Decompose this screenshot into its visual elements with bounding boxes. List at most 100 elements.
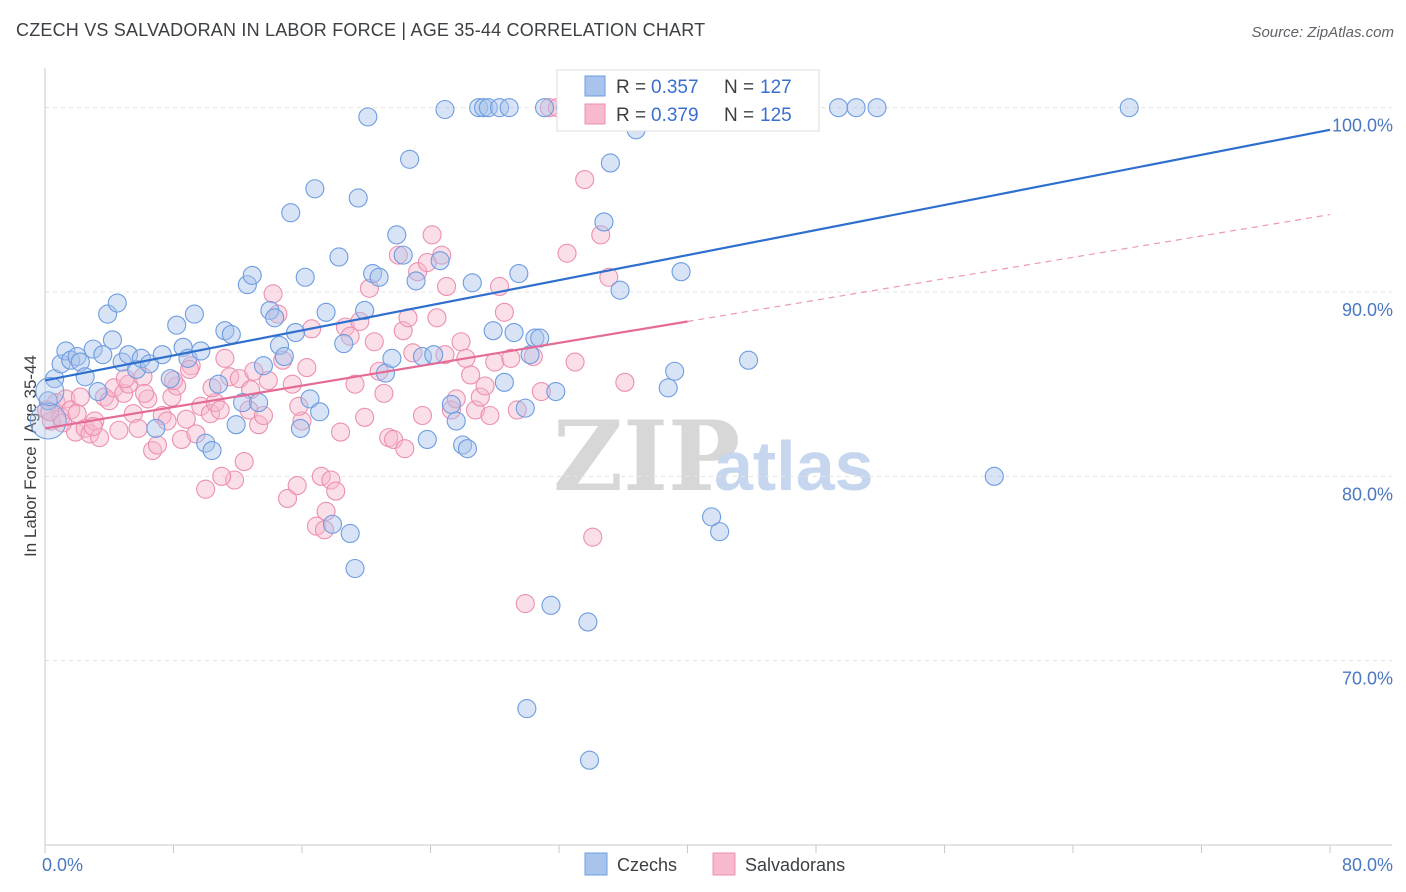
salvadorans-point-84 — [441, 400, 461, 420]
czechs-point-9 — [88, 381, 108, 402]
czechs-r-value: 0.357 — [651, 77, 699, 98]
czechs-point-48 — [310, 402, 330, 422]
salvadorans-r-label: R = — [616, 105, 646, 126]
watermark: ZIP atlas — [553, 400, 874, 513]
czechs-r-label: R = — [616, 77, 646, 98]
salvadorans-point-91 — [475, 376, 495, 396]
czechs-point-103 — [665, 361, 685, 381]
czechs-point-111 — [828, 98, 849, 118]
salvadorans-point-51 — [282, 374, 302, 394]
salvadorans-point-106 — [583, 527, 603, 547]
salvadorans-point-64 — [345, 374, 365, 394]
salvadorans-points — [37, 98, 635, 614]
salvadorans-point-76 — [403, 343, 423, 363]
salvadorans-point-29 — [176, 409, 196, 429]
y-tick-label-3: 70.0% — [1342, 669, 1393, 689]
salvadorans-point-26 — [162, 387, 182, 407]
czechs-point-33 — [233, 393, 253, 413]
czechs-point-68 — [424, 345, 444, 365]
salvadorans-trend-line — [44, 320, 688, 430]
salvadorans-point-78 — [412, 405, 433, 426]
salvadorans-point-68 — [364, 332, 384, 352]
czechs-point-16 — [127, 359, 147, 379]
czechs-point-45 — [295, 267, 315, 287]
czechs-point-75 — [462, 273, 482, 293]
czechs-point-116 — [517, 699, 537, 719]
y-tick-label-1: 90.0% — [1342, 300, 1393, 320]
czechs-point-25 — [184, 304, 204, 324]
salvadorans-point-50 — [277, 488, 298, 508]
salvadorans-point-46 — [258, 370, 278, 391]
salvadorans-point-80 — [422, 225, 442, 245]
czechs-point-64 — [400, 149, 420, 169]
salvadorans-point-44 — [249, 415, 269, 435]
czechs-point-65 — [406, 271, 426, 291]
y-axis-label: In Labor Force | Age 35-44 — [21, 355, 40, 557]
czechs-point-44 — [290, 418, 310, 438]
czechs-point-112 — [846, 98, 866, 118]
salvadorans-point-119 — [212, 466, 232, 486]
czechs-point-34 — [237, 275, 257, 295]
salvadorans-point-39 — [224, 470, 245, 490]
czechs-point-3 — [56, 341, 76, 361]
salvadorans-n-value: 125 — [760, 105, 792, 126]
salvadorans-point-28 — [171, 429, 192, 450]
salvadorans-swatch — [584, 103, 606, 125]
x-tick-label-1: 80.0% — [1342, 855, 1393, 875]
salvadorans-point-123 — [395, 439, 415, 459]
czechs-point-19 — [146, 418, 166, 438]
salvadorans-trend-extension — [687, 213, 1331, 323]
salvadorans-point-100 — [531, 381, 551, 402]
salvadorans-r-value: 0.379 — [651, 105, 699, 126]
czechs-point-32 — [226, 415, 246, 435]
czechs-point-63 — [393, 245, 413, 265]
czechs-point-95 — [578, 612, 598, 632]
salvadorans-point-59 — [321, 470, 341, 490]
salvadorans-point-116 — [163, 370, 184, 391]
czechs-point-71 — [441, 394, 461, 414]
czechs-point-61 — [382, 348, 402, 368]
salvadorans-point-103 — [557, 243, 577, 263]
salvadorans-point-23 — [147, 435, 167, 455]
czechs-point-69 — [430, 251, 450, 271]
salvadorans-point-92 — [480, 405, 500, 426]
czechs-point-79 — [483, 321, 503, 341]
czechs-point-99 — [610, 280, 630, 300]
trend-lines — [44, 128, 1331, 430]
czechs-n-value: 127 — [760, 77, 792, 98]
czechs-point-74 — [457, 439, 477, 459]
czechs-point-47 — [305, 179, 325, 199]
czechs-point-72 — [446, 411, 466, 431]
y-tick-label-0: 100.0% — [1332, 116, 1393, 136]
x-tick-label-0: 0.0% — [42, 855, 83, 875]
salvadorans-point-57 — [311, 466, 331, 486]
czechs-point-40 — [269, 335, 290, 355]
czechs-point-37 — [253, 356, 274, 376]
salvadorans-point-93 — [485, 352, 505, 372]
chart-title: CZECH VS SALVADORAN IN LABOR FORCE | AGE… — [16, 20, 706, 40]
salvadorans-point-33 — [196, 479, 216, 499]
salvadorans-point-19 — [128, 418, 148, 438]
salvadorans-point-95 — [494, 302, 514, 322]
czechs-point-21 — [160, 369, 180, 389]
bottom-legend: Czechs Salvadorans — [584, 852, 845, 876]
czechs-trend-line — [44, 128, 1331, 382]
salvadorans-point-118 — [202, 378, 222, 398]
czechs-point-58 — [363, 264, 383, 284]
czechs-point-57 — [358, 107, 378, 127]
salvadorans-point-41 — [234, 452, 254, 472]
axes — [44, 68, 1392, 853]
salvadorans-point-42 — [239, 400, 259, 420]
czechs-point-27 — [196, 433, 216, 453]
czechs-point-35 — [242, 265, 262, 285]
salvadorans-point-16 — [114, 383, 134, 403]
czechs-point-113 — [867, 98, 887, 118]
salvadorans-point-74 — [393, 321, 413, 341]
salvadorans-point-27 — [167, 376, 187, 396]
czechs-point-56 — [355, 300, 375, 320]
salvadorans-point-67 — [359, 278, 380, 298]
czechs-point-78 — [478, 98, 498, 118]
salvadorans-n-label: N = — [724, 105, 754, 126]
czechs-point-10 — [93, 345, 113, 365]
salvadorans-point-15 — [109, 420, 129, 440]
